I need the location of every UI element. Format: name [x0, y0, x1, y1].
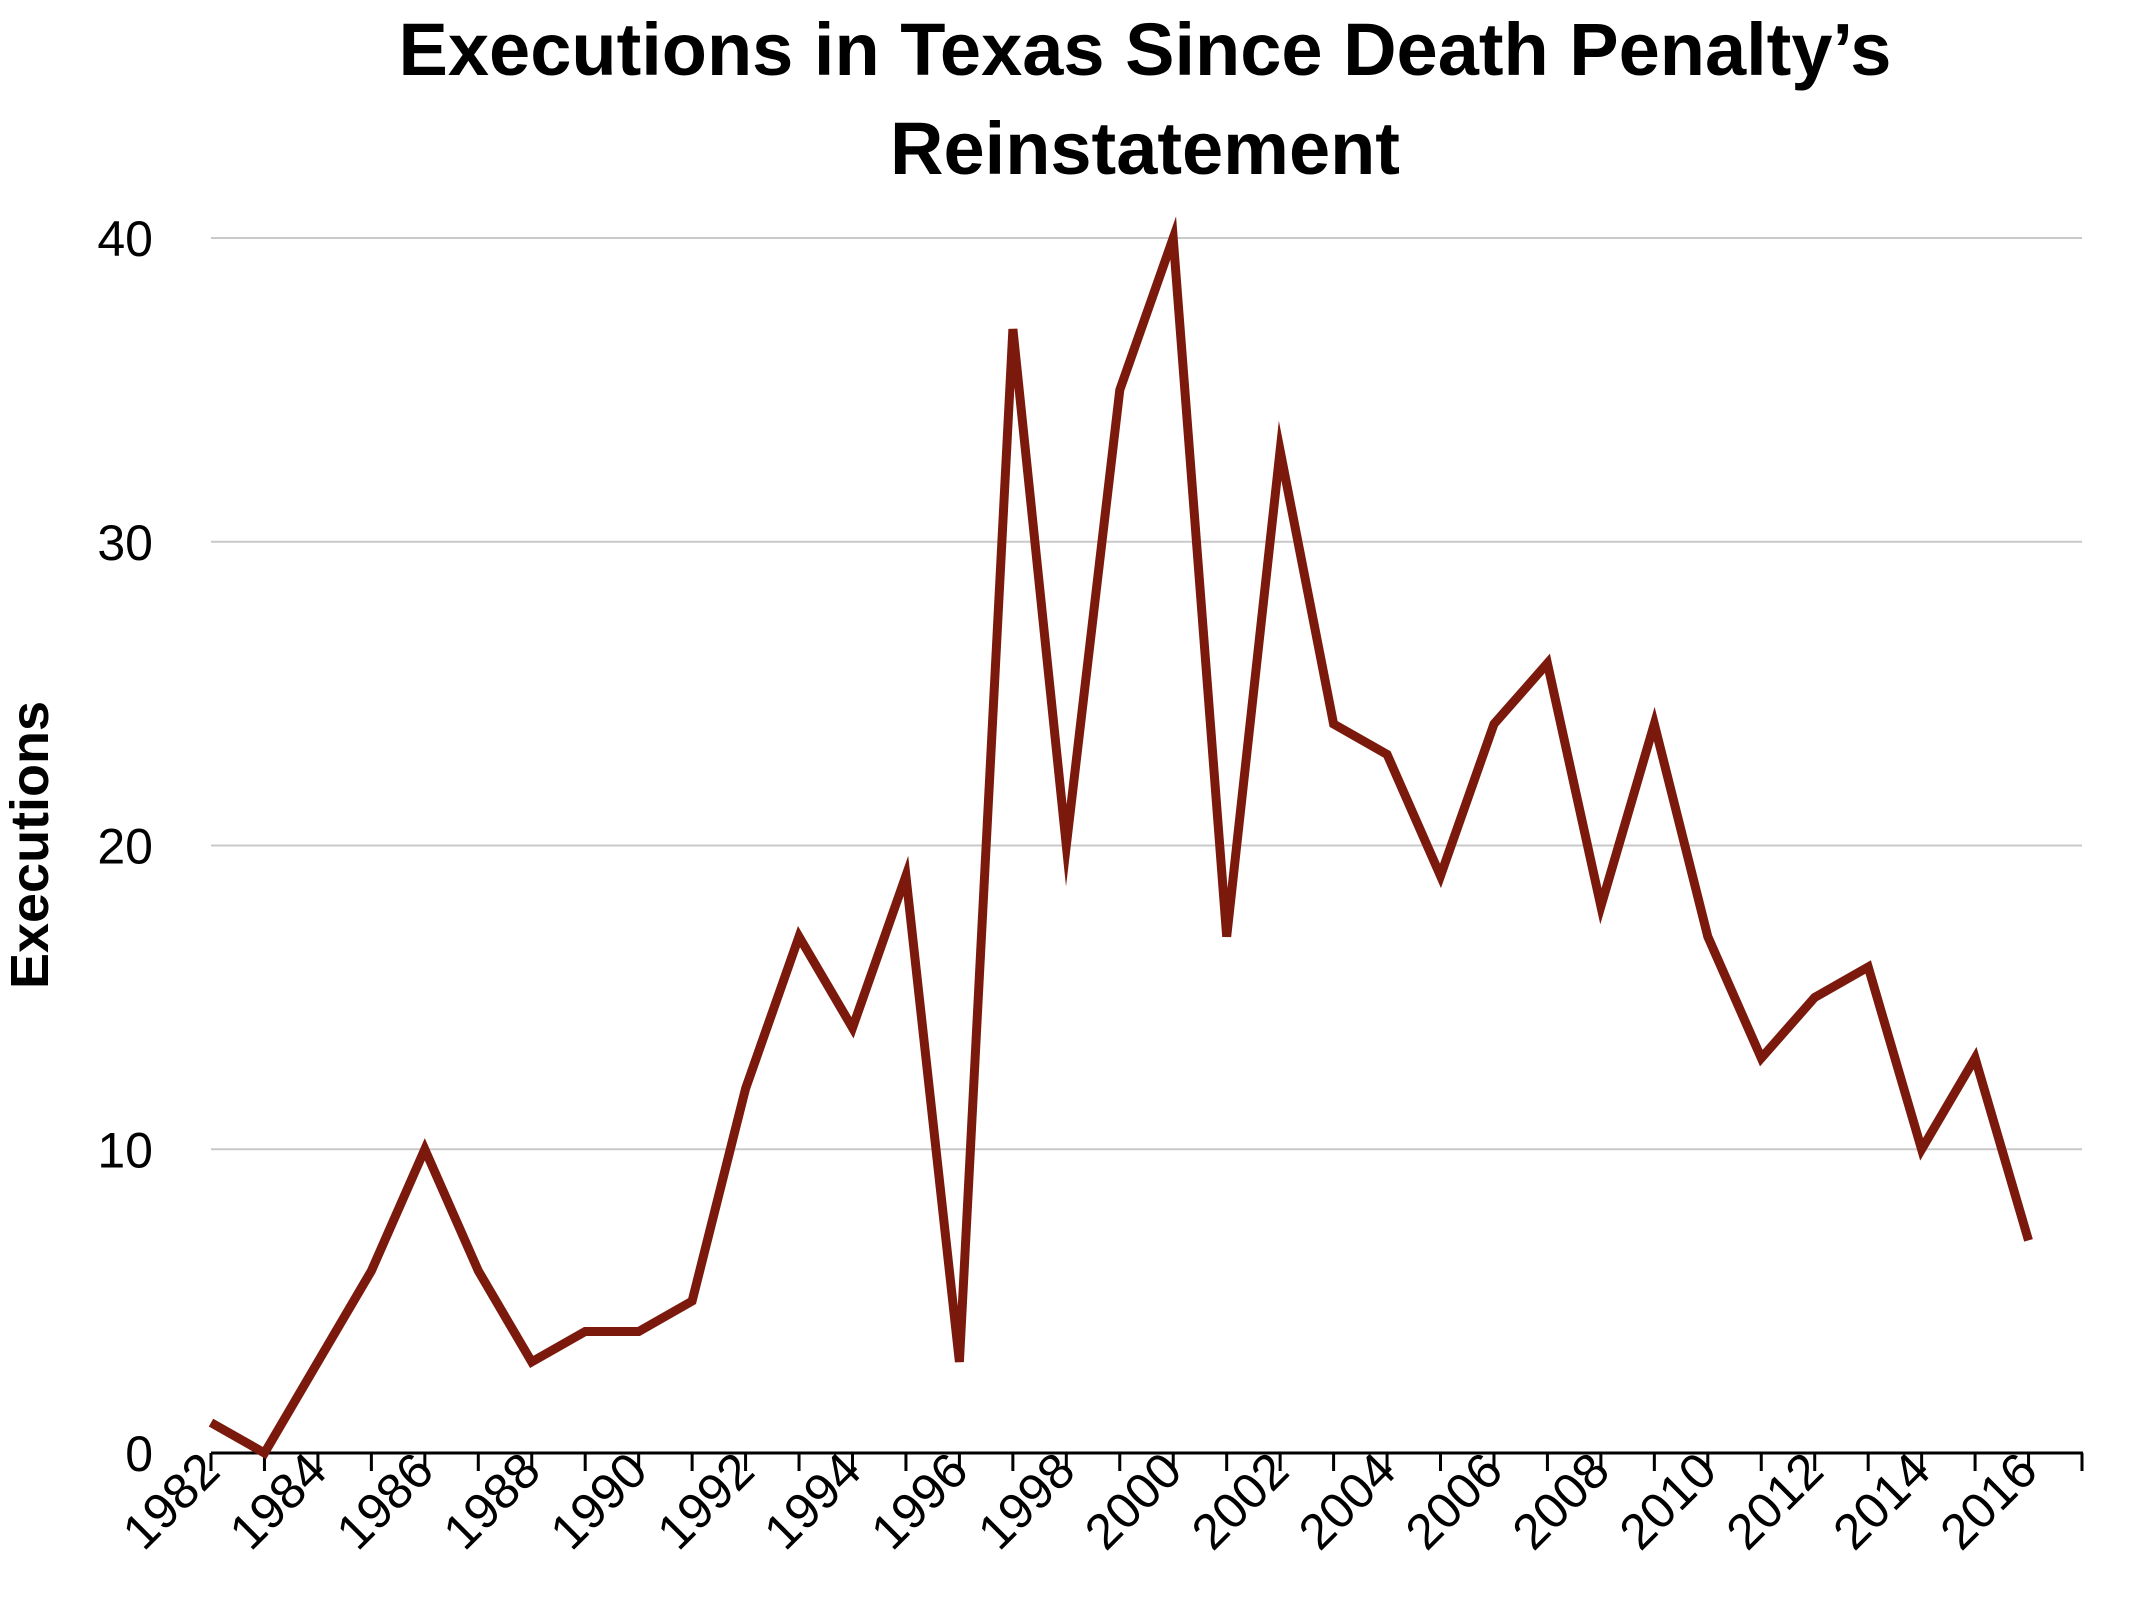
- chart-title-line-2: Reinstatement: [890, 107, 1400, 190]
- data-point-1992: [742, 1085, 750, 1093]
- data-point-1993: [795, 933, 803, 941]
- data-point-1990: [635, 1328, 643, 1336]
- data-point-2016: [2025, 1236, 2033, 1244]
- y-axis-tick-labels: 0 10 20 30 40: [97, 211, 153, 1482]
- data-point-2009: [1650, 720, 1658, 728]
- y-tick-label-10: 10: [97, 1122, 153, 1178]
- data-point-1986: [421, 1145, 429, 1153]
- data-point-2005: [1437, 872, 1445, 880]
- y-axis-title: Executions: [0, 701, 60, 989]
- data-point-2004: [1383, 750, 1391, 758]
- data-point-2006: [1490, 720, 1498, 728]
- data-point-2012: [1811, 993, 1819, 1001]
- data-point-2003: [1330, 720, 1338, 728]
- data-point-1994: [848, 1024, 856, 1032]
- data-point-2010: [1704, 933, 1712, 941]
- y-tick-label-40: 40: [97, 211, 153, 267]
- data-point-1984: [314, 1358, 322, 1366]
- data-point-2000: [1169, 234, 1177, 242]
- data-point-2014: [1918, 1145, 1926, 1153]
- data-point-2002: [1276, 447, 1284, 455]
- chart-title: Executions in Texas Since Death Penalty’…: [0, 0, 2134, 198]
- data-point-1995: [902, 872, 910, 880]
- y-tick-label-30: 30: [97, 515, 153, 571]
- x-axis: [209, 1451, 2084, 1471]
- y-tick-label-20: 20: [97, 819, 153, 875]
- data-point-1985: [367, 1267, 375, 1275]
- data-point-1987: [474, 1267, 482, 1275]
- data-point-1983: [260, 1449, 268, 1457]
- x-axis-tick-labels: 1982198419861988199019921994199619982000…: [112, 1442, 2048, 1560]
- data-point-2001: [1223, 933, 1231, 941]
- data-point-1982: [207, 1419, 215, 1427]
- data-point-2008: [1597, 902, 1605, 910]
- series-layer: [207, 216, 2033, 1460]
- data-point-1989: [581, 1328, 589, 1336]
- data-point-1999: [1116, 386, 1124, 394]
- data-point-1996: [955, 1358, 963, 1366]
- data-point-1997: [1009, 325, 1017, 333]
- y-tick-label-0: 0: [125, 1426, 153, 1482]
- data-point-1991: [688, 1297, 696, 1305]
- data-point-2015: [1971, 1054, 1979, 1062]
- data-point-2011: [1757, 1054, 1765, 1062]
- data-point-2007: [1543, 659, 1551, 667]
- gridlines: [211, 237, 2082, 1151]
- series-line-executions: [208, 216, 2033, 1460]
- data-point-1988: [528, 1358, 536, 1366]
- data-point-2013: [1864, 963, 1872, 971]
- data-point-1998: [1062, 842, 1070, 850]
- chart-title-line-1: Executions in Texas Since Death Penalty’…: [398, 8, 1892, 91]
